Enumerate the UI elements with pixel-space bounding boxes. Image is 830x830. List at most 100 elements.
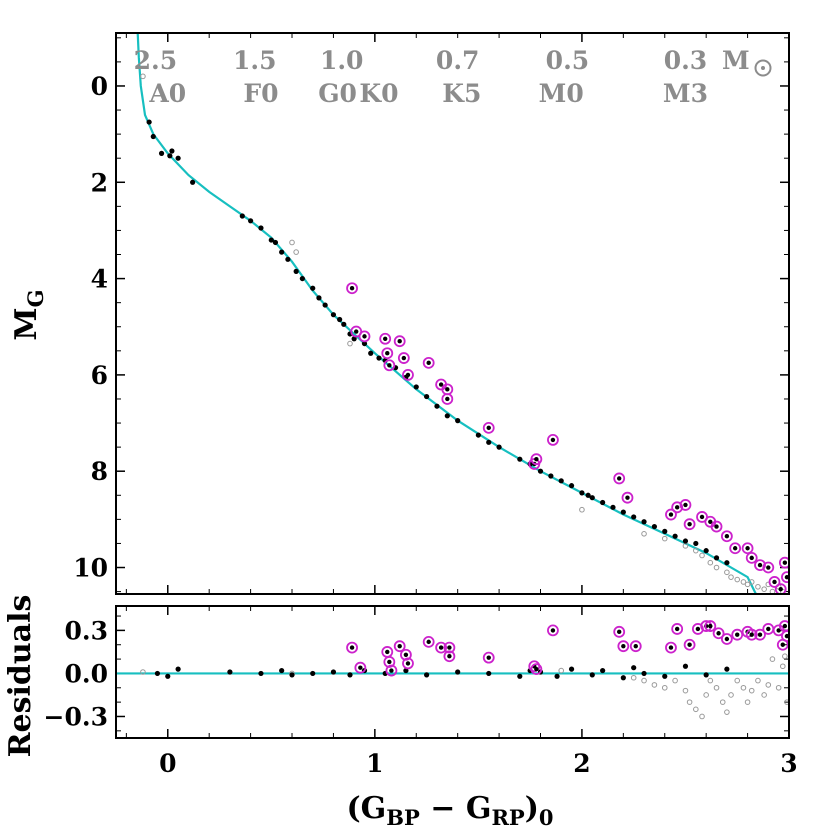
binary-star-point	[776, 628, 781, 633]
binary-star-ring	[665, 641, 677, 654]
binary-star-ring	[629, 640, 642, 653]
binary-star-point	[354, 329, 359, 334]
member-star-point	[337, 316, 343, 323]
binary-star-point	[625, 495, 630, 500]
spectral-label: M3	[663, 79, 708, 108]
faint-star-point	[693, 706, 699, 713]
member-star-point	[376, 355, 382, 361]
member-star-point	[486, 670, 492, 677]
binary-star-point	[401, 355, 407, 361]
binary-star-point	[668, 645, 674, 650]
residual-y-tick-labels: 0.3 0.0 −0.3	[44, 616, 108, 731]
faint-star-point	[661, 684, 668, 691]
member-star-point	[548, 473, 554, 479]
x-tick-labels: 0 1 2 3	[159, 749, 798, 778]
binary-star-ring	[704, 620, 717, 632]
member-star-point	[554, 673, 560, 679]
binary-star-ring	[393, 640, 406, 653]
x-tick-label: 0	[159, 749, 176, 778]
member-star-point	[413, 384, 419, 390]
member-star-point	[347, 672, 353, 678]
faint-star-point	[630, 674, 637, 681]
faint-star-point	[713, 684, 720, 691]
member-star-point	[424, 393, 430, 400]
binary-star-ring	[346, 641, 358, 654]
member-star-point	[682, 663, 689, 669]
binary-star-ring	[435, 641, 448, 654]
binary-star-ring	[383, 359, 396, 372]
binary-star-ring	[393, 335, 406, 348]
member-star-point	[310, 285, 316, 291]
binary-star-ring	[778, 556, 789, 569]
sun-symbol-icon	[754, 59, 772, 77]
member-star-point	[486, 439, 492, 445]
binary-star-point	[550, 437, 556, 443]
binary-star-ring	[665, 508, 677, 521]
faint-star-point	[651, 682, 658, 688]
member-star-point	[682, 538, 689, 544]
faint-star-point	[724, 569, 730, 576]
member-star-point	[167, 153, 173, 159]
binary-star-point	[782, 623, 788, 629]
binary-star-ring	[745, 628, 758, 641]
member-star-point	[651, 523, 658, 530]
binary-star-point	[674, 505, 680, 510]
binary-star-ring	[613, 625, 626, 638]
spectral-label: K5	[442, 79, 481, 108]
member-star-point	[272, 239, 279, 246]
binary-star-point	[716, 631, 721, 636]
binary-star-point	[438, 645, 444, 650]
residuals-axis-title: Residuals	[3, 595, 38, 758]
member-star-point	[239, 213, 245, 219]
spectral-label: A0	[148, 79, 186, 108]
member-star-point	[585, 492, 591, 498]
binary-star-ring	[385, 664, 398, 677]
faint-star-point	[661, 535, 668, 542]
member-star-point	[610, 504, 616, 510]
binary-star-ring	[754, 559, 766, 572]
y-tick-label: 4	[91, 265, 108, 294]
faint-star-point	[761, 586, 767, 592]
member-star-point	[703, 672, 709, 678]
member-star-point	[434, 403, 440, 409]
member-star-point	[310, 670, 316, 677]
x-axis-title: (GBP − GRP)0	[346, 791, 553, 830]
binary-star-point	[757, 632, 763, 637]
member-star-point	[713, 555, 720, 561]
member-star-point	[455, 669, 461, 675]
faint-star-point	[761, 692, 767, 698]
member-star-point	[258, 670, 264, 677]
binary-star-ring	[358, 330, 371, 343]
binary-star-point	[405, 372, 411, 378]
binary-star-point	[397, 643, 402, 649]
member-star-point	[341, 321, 347, 327]
cmd-panel: 2.5 1.5 1.0 0.7 0.5 0.3 M A0 F0 G0 K0 K5 M0 M3 0 2 4 6 8 1…	[73, 32, 790, 595]
mass-label: 0.3	[664, 46, 708, 75]
binary-star-ring	[774, 583, 787, 594]
binary-star-ring	[482, 421, 495, 434]
faint-star-point	[641, 677, 647, 684]
x-title-open: (G	[346, 791, 386, 826]
member-star-point	[693, 540, 699, 547]
binary-star-ring	[547, 624, 559, 637]
member-star-point	[330, 669, 337, 675]
member-star-point	[351, 336, 357, 342]
member-star-point	[672, 533, 678, 539]
binary-star-point	[687, 642, 692, 647]
member-star-point	[496, 444, 502, 450]
binary-star-point	[708, 623, 713, 629]
member-star-point	[444, 413, 450, 419]
binary-star-point	[403, 652, 409, 657]
y-tick-label: 10	[73, 554, 108, 583]
faint-star-point	[703, 692, 709, 698]
residual-y-tick-label: −0.3	[44, 702, 108, 731]
mass-label: 1.5	[233, 46, 277, 75]
x-tick-label: 2	[573, 749, 590, 778]
binary-star-ring	[754, 628, 766, 641]
member-star-point	[568, 666, 575, 672]
member-star-point	[330, 312, 337, 318]
y-axis-title-main: M	[9, 307, 44, 340]
faint-star-point	[140, 669, 146, 675]
y-axis-title: MG	[9, 289, 48, 340]
